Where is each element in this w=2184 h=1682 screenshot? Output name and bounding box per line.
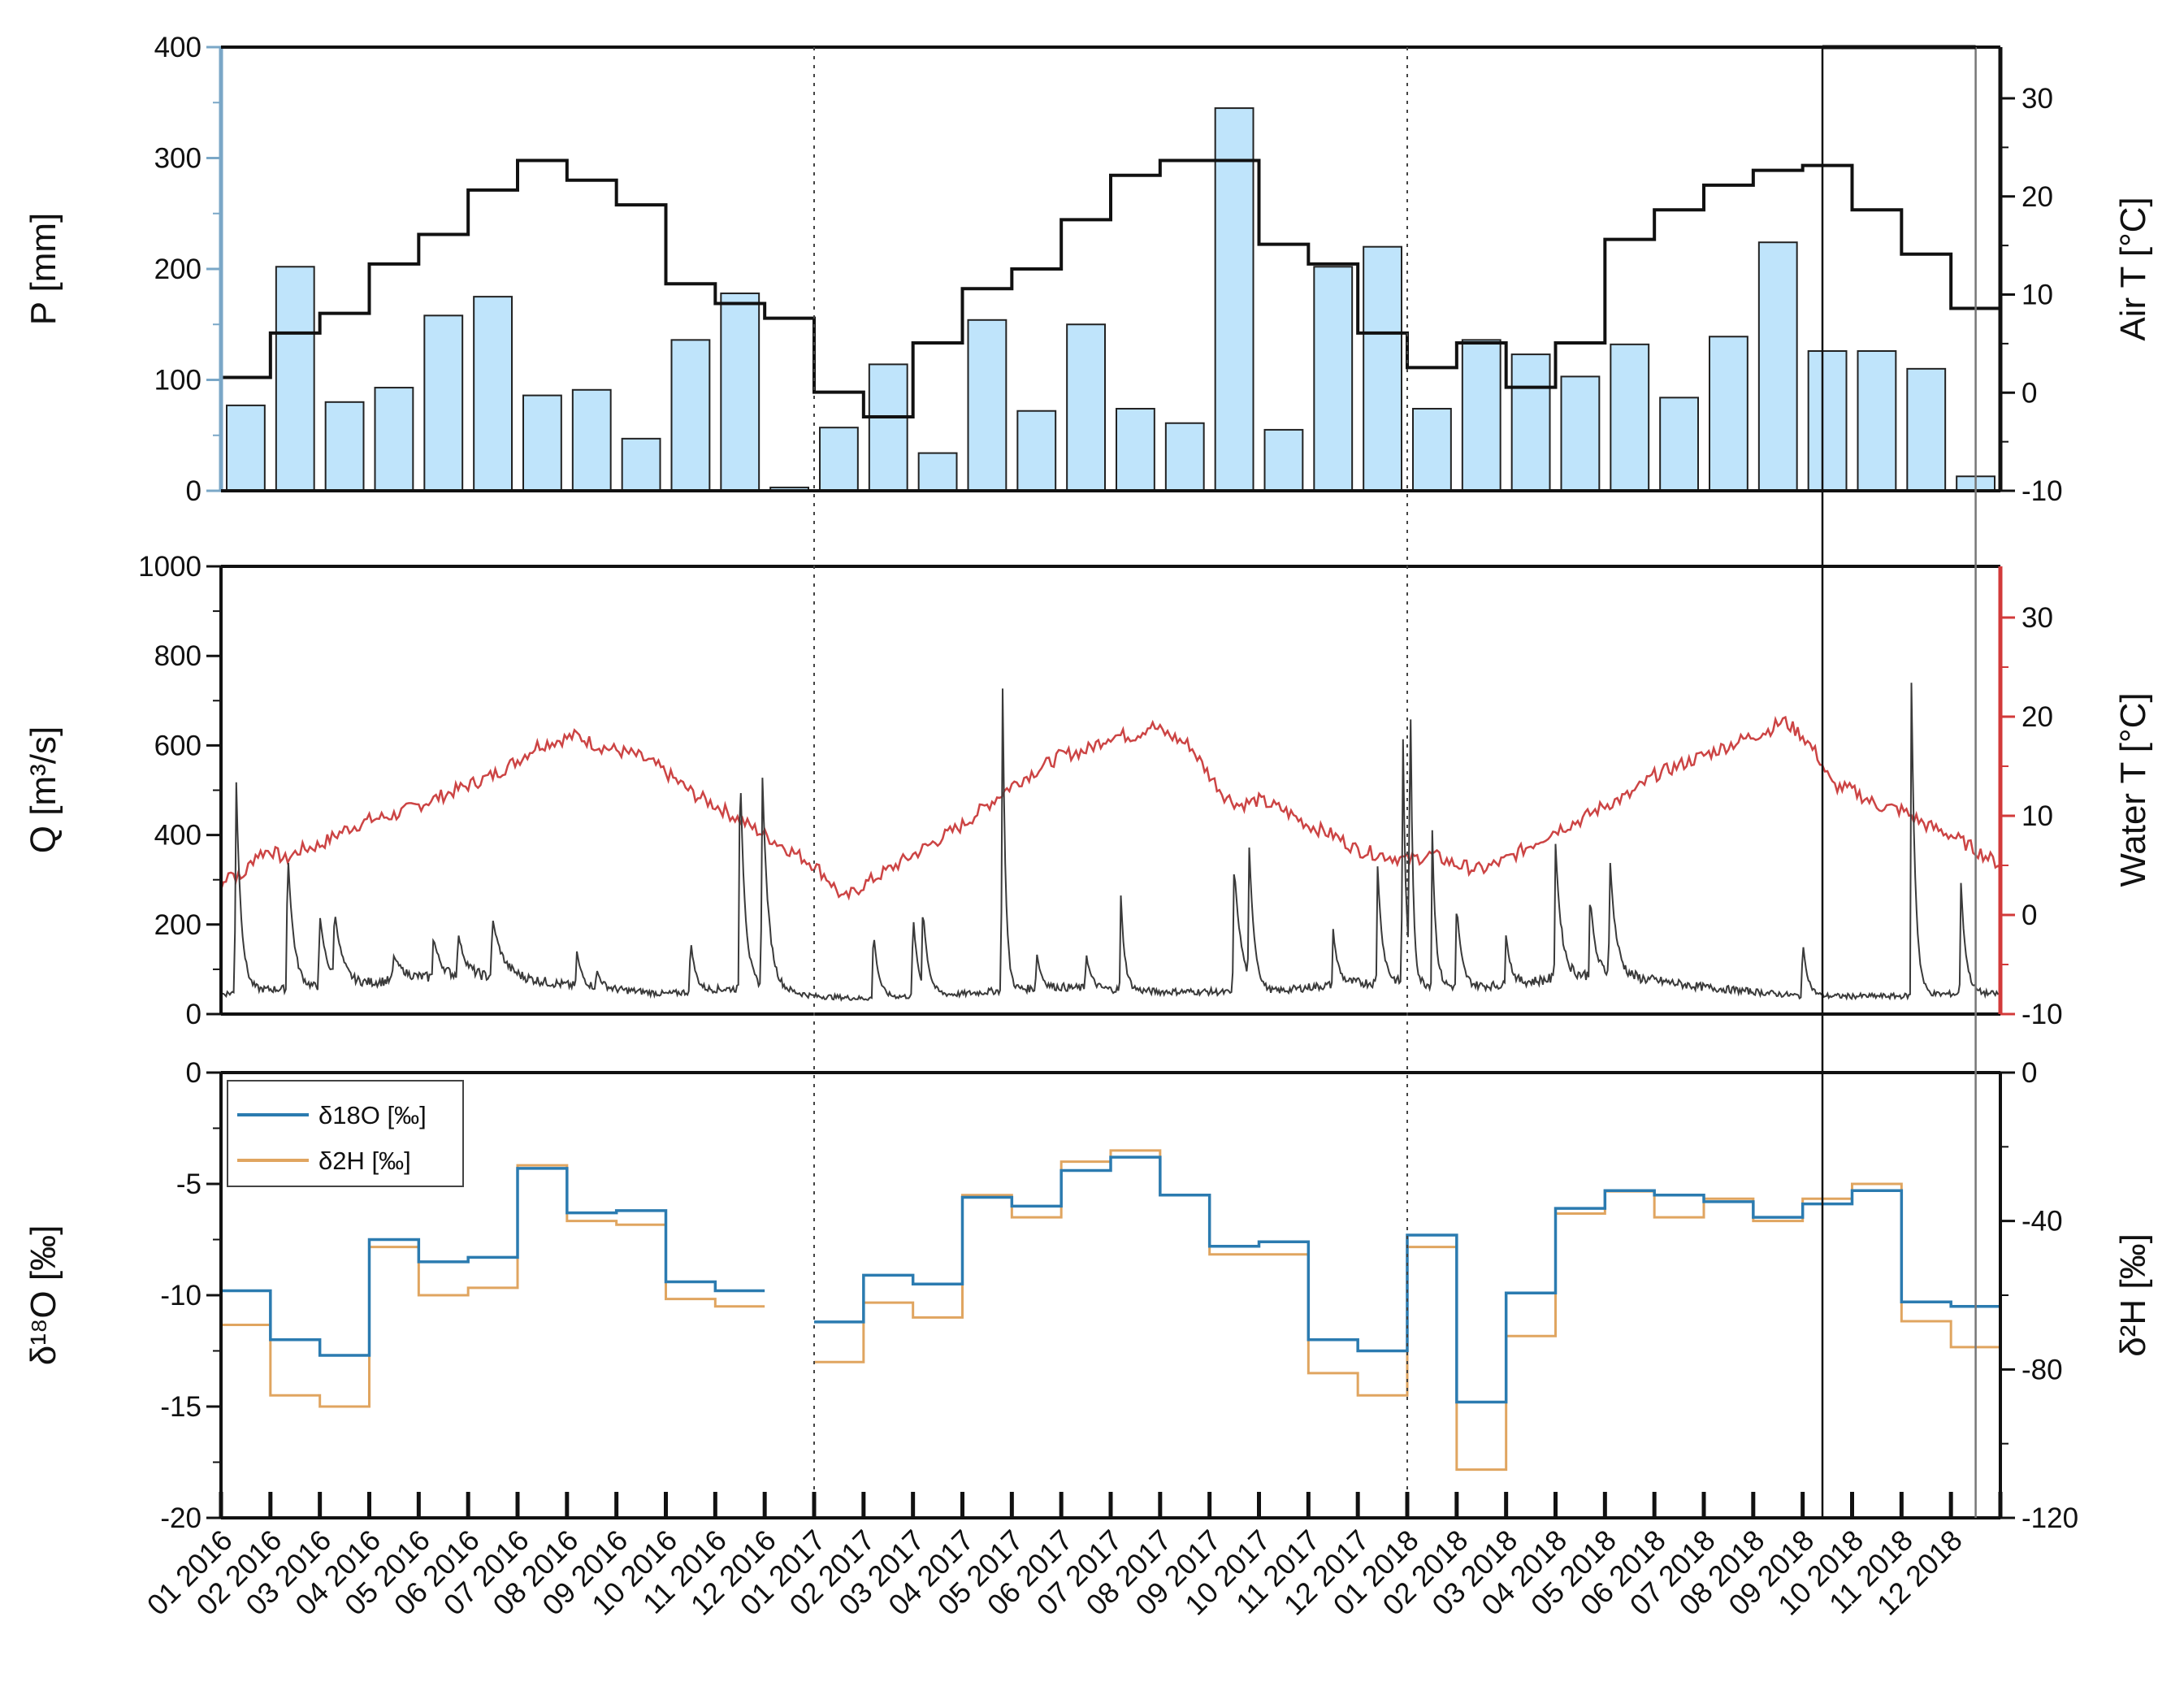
d2H-axis-ticks: -120 -80 -40 0: [2000, 1057, 2078, 1534]
d2H-axis-tick-label: -80: [2022, 1354, 2063, 1385]
precip-bar: [1412, 407, 1452, 492]
precip-bar: [1214, 107, 1254, 492]
discharge-axis-ticks: 0 200 400 600 800 1000: [138, 551, 221, 1030]
precip-axis-tick-label: 100: [154, 365, 202, 397]
watertemp-axis-tick-label: 30: [2022, 602, 2053, 634]
d2H-axis-tick-label: 0: [2022, 1057, 2037, 1089]
precip-bar: [621, 437, 661, 492]
discharge-axis-tick-label: 600: [154, 730, 202, 761]
precip-bar: [1807, 350, 1848, 492]
precip-airtemp-panel: 0 100 200 300 400 -10 0 10 20 30 P [mm] Air T [°…: [24, 32, 2153, 507]
precip-bar: [1016, 410, 1057, 492]
precip-axis-ticks: 0 100 200 300 400: [154, 32, 221, 507]
precip-axis-tick-label: 200: [154, 254, 202, 285]
precip-bar: [720, 293, 760, 492]
precip-axis-tick-label: 300: [154, 143, 202, 175]
precip-bar: [1164, 422, 1205, 492]
d18O-axis-tick-label: -10: [160, 1280, 202, 1311]
precip-bar: [1313, 266, 1354, 492]
precip-bar: [374, 387, 414, 492]
discharge-axis-tick-label: 200: [154, 909, 202, 941]
d18O-axis-tick-label: -5: [176, 1168, 202, 1200]
watertemp-axis-tick-label: 20: [2022, 701, 2053, 733]
discharge-axis-tick-label: 400: [154, 820, 202, 852]
vertical-reference-lines: [813, 45, 1977, 1518]
precip-bar: [1709, 336, 1748, 492]
d2H-axis-tick-label: -120: [2022, 1502, 2078, 1534]
airtemp-axis-tick-label: 10: [2022, 280, 2053, 311]
discharge-watertemp-panel: 0 200 400 600 800 1000 -10 0 10 20 30 Q [m³/s] Wa…: [24, 551, 2153, 1030]
precip-bar: [1263, 428, 1304, 492]
precip-bar: [1461, 339, 1502, 492]
watertemp-line: [219, 715, 2001, 901]
d2H-axis-tick-label: -40: [2022, 1206, 2063, 1238]
watertemp-axis-tick-label: -10: [2022, 999, 2063, 1030]
d18O-axis-tick-label: -20: [160, 1502, 202, 1534]
d18O-axis-ticks: -20 -15 -10 -5 0: [160, 1057, 221, 1534]
legend-d18O-label: δ18O [‰]: [318, 1101, 427, 1129]
precip-bar: [275, 266, 315, 492]
legend-d2H-label: δ2H [‰]: [318, 1147, 411, 1175]
airtemp-step-line: [221, 158, 2000, 418]
precip-bar: [1659, 397, 1699, 492]
discharge-axis-tick-label: 0: [186, 999, 202, 1030]
precip-bar: [1363, 245, 1402, 492]
precip-bar: [1610, 343, 1650, 492]
discharge-axis-tick-label: 800: [154, 640, 202, 672]
precip-bar: [1757, 241, 1798, 492]
watertemp-axis-title: Water T [°C]: [2113, 692, 2153, 887]
precip-axis-tick-label: 400: [154, 32, 202, 63]
watertemp-axis-tick-label: 10: [2022, 800, 2053, 832]
d18O-step-line: [221, 1155, 2000, 1404]
isotope-legend: δ18O [‰] δ2H [‰]: [227, 1080, 464, 1187]
airtemp-axis-title: Air T [°C]: [2113, 197, 2153, 340]
precip-bar: [670, 339, 711, 492]
airtemp-axis-tick-label: -10: [2022, 475, 2063, 507]
precip-bar: [1560, 375, 1601, 492]
discharge-line: [220, 683, 2001, 1003]
discharge-axis-title: Q [m³/s]: [24, 726, 63, 853]
d2H-axis-title: δ²H [‰]: [2113, 1233, 2153, 1357]
airtemp-axis-ticks: -10 0 10 20 30: [2000, 83, 2063, 507]
d18O-axis-title: δ¹⁸O [‰]: [24, 1225, 63, 1366]
watertemp-axis-ticks: -10 0 10 20 30: [2000, 602, 2063, 1030]
precip-bar: [868, 363, 908, 492]
discharge-axis-tick-label: 1000: [138, 551, 202, 583]
precip-bar: [917, 452, 958, 492]
precip-bar: [967, 319, 1008, 492]
precip-bar: [1857, 350, 1897, 492]
precip-bar: [819, 427, 859, 492]
precip-bar: [473, 296, 514, 492]
watertemp-axis-tick-label: 0: [2022, 900, 2037, 931]
precip-bar: [423, 314, 464, 492]
precip-bar: [226, 404, 266, 492]
d18O-axis-tick-label: -15: [160, 1391, 202, 1423]
precip-bar: [1116, 407, 1155, 492]
precip-bars: [226, 107, 1996, 492]
d18O-axis-tick-label: 0: [186, 1057, 202, 1089]
precip-axis-title: P [mm]: [24, 213, 63, 326]
precip-bar: [324, 401, 365, 492]
airtemp-axis-tick-label: 30: [2022, 83, 2053, 115]
legend-box: [227, 1080, 464, 1187]
precip-axis-tick-label: 0: [186, 475, 202, 507]
precip-bar: [1906, 367, 1947, 492]
precip-bar: [522, 394, 562, 492]
precip-bar: [1510, 353, 1551, 492]
precip-bar: [1066, 323, 1106, 492]
airtemp-axis-tick-label: 20: [2022, 181, 2053, 213]
airtemp-axis-tick-label: 0: [2022, 377, 2037, 409]
precip-bar: [571, 388, 612, 492]
